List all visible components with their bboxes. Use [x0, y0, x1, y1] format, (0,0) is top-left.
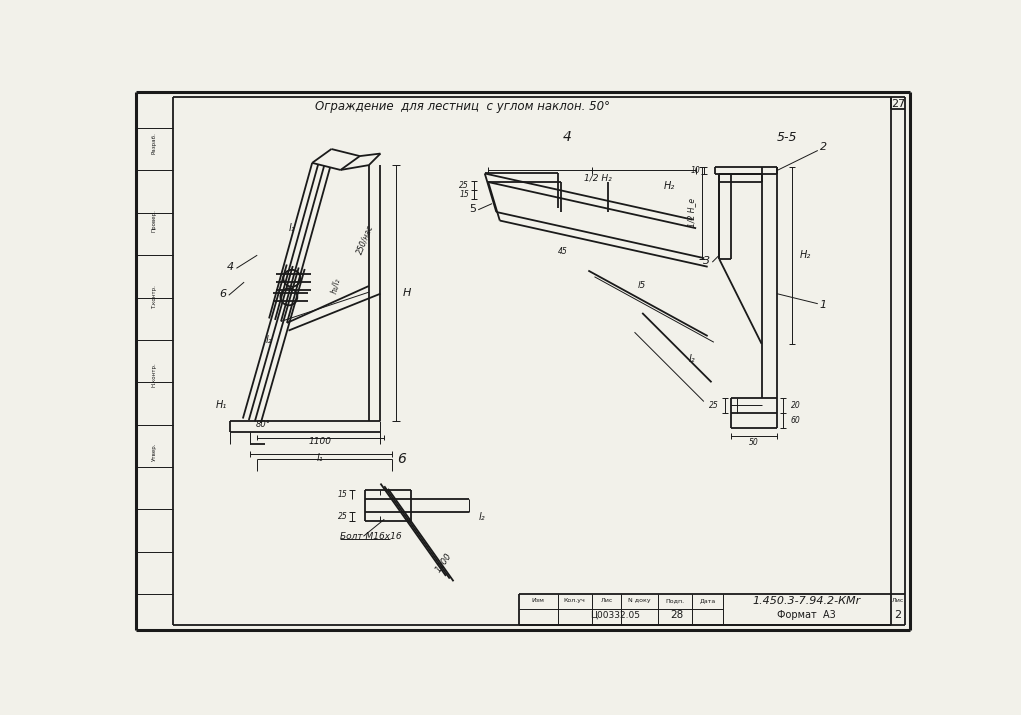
Text: 4: 4: [227, 262, 234, 272]
Text: H₂: H₂: [800, 250, 812, 260]
Text: h₁/l₂: h₁/l₂: [330, 277, 342, 295]
Text: H: H: [403, 288, 411, 298]
Text: 25: 25: [709, 401, 719, 410]
Text: 15: 15: [459, 190, 469, 199]
Text: 25: 25: [338, 512, 347, 521]
Text: 5: 5: [470, 204, 477, 214]
Text: Утвер.: Утвер.: [151, 443, 156, 460]
Text: H₂: H₂: [664, 181, 675, 191]
Text: Лис: Лис: [600, 598, 613, 603]
Text: 1: 1: [820, 300, 827, 310]
Text: Формат  А3: Формат А3: [777, 610, 835, 620]
Text: 1/2 H_e: 1/2 H_e: [687, 198, 696, 227]
Text: 10: 10: [690, 166, 700, 175]
Text: l₂: l₂: [265, 335, 272, 345]
Text: l5: l5: [638, 282, 646, 290]
Text: 1/2 H₂: 1/2 H₂: [584, 174, 613, 183]
Text: 27: 27: [890, 99, 905, 109]
Text: Дата: Дата: [699, 598, 716, 603]
Text: l₂: l₂: [689, 354, 695, 364]
Text: 45: 45: [558, 247, 568, 256]
Text: 6: 6: [397, 453, 405, 466]
Text: N доку: N доку: [628, 598, 650, 603]
Text: Болт М16х16: Болт М16х16: [340, 532, 402, 541]
Text: Ограждение  для лестниц  с углом наклон. 50°: Ограждение для лестниц с углом наклон. 5…: [314, 100, 610, 113]
Text: 60: 60: [791, 416, 800, 425]
Text: 2: 2: [894, 610, 902, 620]
Text: 2: 2: [820, 142, 827, 152]
Text: H₁: H₁: [215, 400, 227, 410]
Text: Провер.: Провер.: [151, 209, 156, 232]
Text: 1.450.3-7.94.2-КМr: 1.450.3-7.94.2-КМr: [752, 596, 861, 606]
Text: 50: 50: [749, 438, 759, 447]
Text: l₁: l₁: [318, 453, 324, 463]
Text: 15: 15: [338, 490, 347, 499]
Text: Кол.уч: Кол.уч: [564, 598, 585, 603]
Text: 250/нас: 250/нас: [355, 224, 375, 256]
Text: Изм: Изм: [532, 598, 545, 603]
Text: Н.контр.: Н.контр.: [151, 363, 156, 387]
Text: Подп.: Подп.: [665, 598, 684, 603]
Text: l₂: l₂: [478, 512, 485, 522]
Text: 3: 3: [702, 255, 710, 265]
Text: 80°: 80°: [256, 420, 271, 429]
Text: l₁: l₁: [289, 223, 295, 233]
Text: 5-5: 5-5: [777, 131, 797, 144]
Text: Разраб.: Разраб.: [151, 132, 156, 154]
Text: Т.контр.: Т.контр.: [151, 285, 156, 310]
Text: Лис: Лис: [891, 598, 904, 603]
Text: Ц00332.05: Ц00332.05: [590, 611, 640, 619]
Text: 28: 28: [670, 610, 683, 620]
Text: 6: 6: [220, 289, 226, 299]
Text: 20: 20: [791, 401, 800, 410]
Text: 1100: 1100: [309, 437, 332, 446]
Text: 1100: 1100: [434, 552, 453, 575]
Text: 4: 4: [563, 130, 571, 144]
Text: 25: 25: [459, 181, 469, 189]
